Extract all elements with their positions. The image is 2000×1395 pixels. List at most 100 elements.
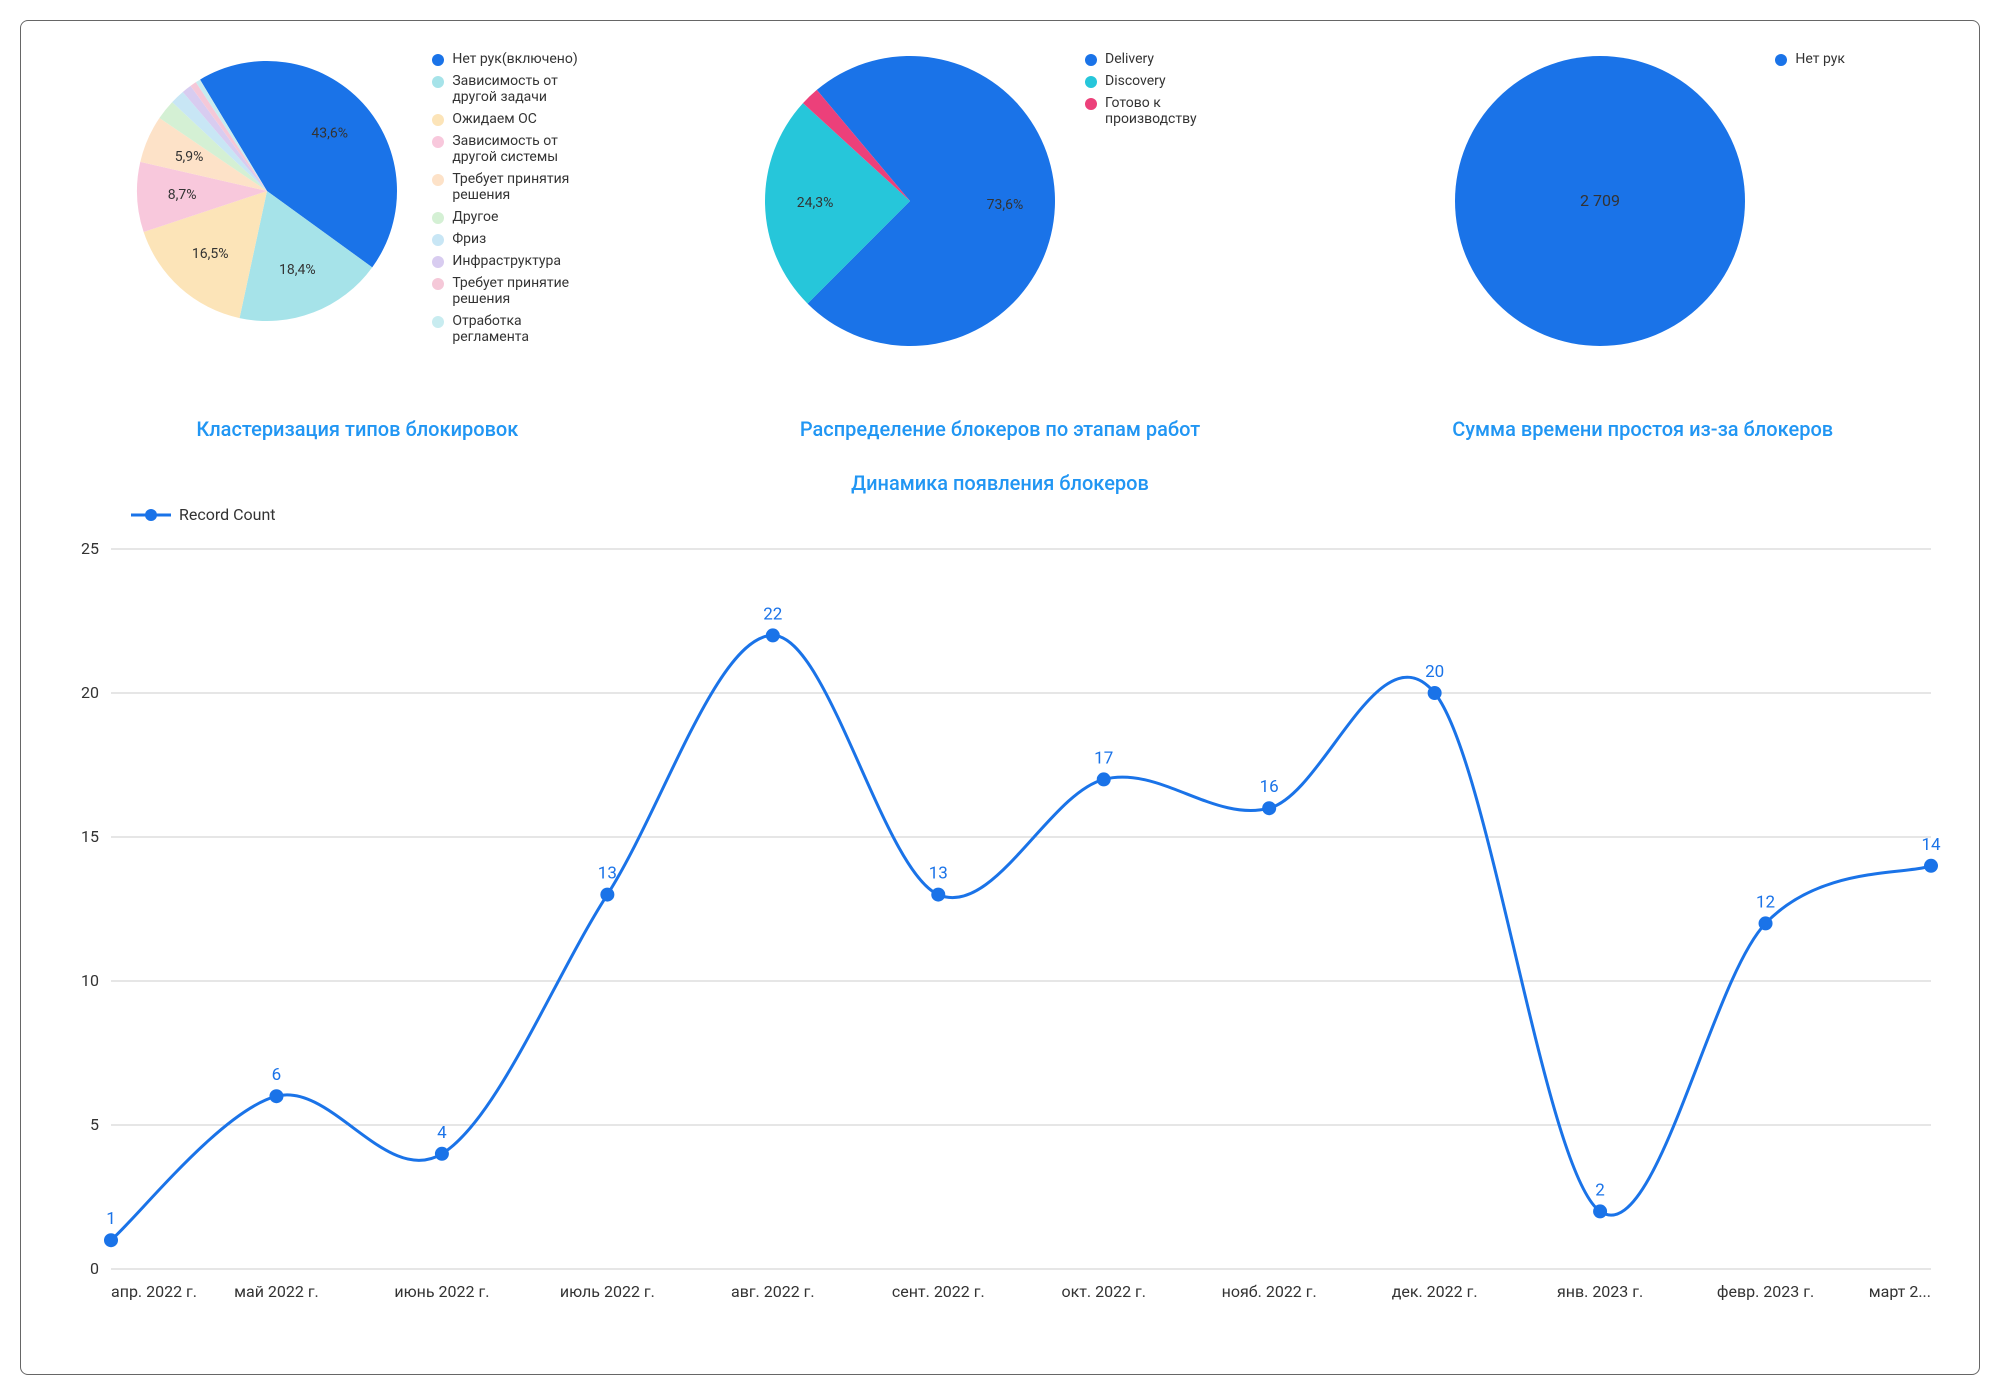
data-point-label: 6 (272, 1065, 282, 1085)
legend-item: Требует принятие решения (432, 275, 597, 307)
pie2-container: 73,6% 24,3% Delivery Discovery Готово к про… (750, 41, 1250, 407)
legend-item: Фриз (432, 231, 597, 247)
legend-label: Нет рук(включено) (452, 51, 577, 67)
legend-item: Зависимость от другой системы (432, 133, 597, 165)
pie2-title: Распределение блокеров по этапам работ (800, 417, 1200, 441)
x-axis-label: окт. 2022 г. (1061, 1282, 1146, 1301)
legend-dot-icon (432, 174, 444, 186)
y-axis-label: 15 (81, 827, 99, 846)
pie-chart-3: 2 709 (1440, 41, 1760, 361)
data-point-label: 4 (437, 1123, 447, 1143)
data-point-label: 22 (763, 604, 782, 624)
data-point-label: 14 (1921, 835, 1941, 855)
legend-label: Другое (452, 209, 498, 225)
data-point-label: 17 (1094, 748, 1113, 768)
line-legend-label: Record Count (179, 505, 276, 524)
legend-dot-icon (432, 212, 444, 224)
legend-label: Требует принятие решения (452, 275, 597, 307)
legend-dot-icon (1085, 98, 1097, 110)
legend-label: Ожидаем ОС (452, 111, 537, 127)
data-point (931, 888, 945, 902)
x-axis-label: март 2... (1869, 1282, 1931, 1301)
pie-slice-label: 43,6% (312, 125, 349, 141)
x-axis-label: дек. 2022 г. (1392, 1282, 1478, 1301)
x-axis-label: июль 2022 г. (560, 1282, 655, 1301)
top-charts-row: 43,6% 18,4% 16,5% 8,7% 5,9% Нет рук(включено… (51, 41, 1949, 441)
legend-item: Готово к производству (1085, 95, 1250, 127)
x-axis-label: май 2022 г. (234, 1282, 319, 1301)
legend-dot-icon (432, 76, 444, 88)
legend-item: Discovery (1085, 73, 1250, 89)
legend-label: Discovery (1105, 73, 1166, 89)
legend-label: Delivery (1105, 51, 1154, 67)
pie-chart-1-panel: 43,6% 18,4% 16,5% 8,7% 5,9% Нет рук(включено… (51, 41, 664, 441)
data-point (1924, 859, 1938, 873)
legend-dot-icon (432, 136, 444, 148)
line-chart-section: Динамика появления блокеров Record Count… (51, 471, 1949, 1323)
pie-slice-label: 24,3% (797, 195, 834, 211)
line-chart-title: Динамика появления блокеров (51, 471, 1949, 495)
pie-chart-2-panel: 73,6% 24,3% Delivery Discovery Готово к про… (694, 41, 1307, 441)
x-axis-label: февр. 2023 г. (1717, 1282, 1814, 1301)
legend-label: Инфраструктура (452, 253, 561, 269)
data-point (1097, 772, 1111, 786)
pie-chart-1: 43,6% 18,4% 16,5% 8,7% 5,9% (117, 41, 417, 341)
line-chart: 0 5 10 15 20 25 апр. 2022 г. май 2022 г. июнь 20… (51, 529, 1951, 1319)
y-axis-label: 20 (81, 683, 99, 702)
data-point (1428, 686, 1442, 700)
data-point-label: 12 (1756, 892, 1775, 912)
data-point (600, 888, 614, 902)
legend-dot-icon (432, 114, 444, 126)
pie-slice-label: 5,9% (175, 149, 204, 165)
pie-slice-label: 73,6% (987, 197, 1024, 213)
data-point-label: 13 (929, 864, 948, 884)
x-axis-label: янв. 2023 г. (1557, 1282, 1643, 1301)
data-point (1262, 801, 1276, 815)
data-point (269, 1089, 283, 1103)
pie1-title: Кластеризация типов блокировок (196, 417, 518, 441)
legend-dot-icon (1085, 76, 1097, 88)
y-axis-label: 10 (81, 971, 99, 990)
legend-dot-icon (432, 54, 444, 66)
x-axis-label: апр. 2022 г. (111, 1282, 197, 1301)
x-axis-label: авг. 2022 г. (731, 1282, 815, 1301)
legend-item: Другое (432, 209, 597, 225)
pie3-container: 2 709 Нет рук (1440, 41, 1845, 407)
pie-slice-label: 16,5% (192, 246, 229, 262)
pie3-legend: Нет рук (1775, 41, 1845, 67)
legend-dot-icon (432, 316, 444, 328)
y-axis-label: 25 (81, 539, 99, 558)
legend-dot-icon (432, 234, 444, 246)
data-point-label: 13 (598, 864, 617, 884)
legend-item: Delivery (1085, 51, 1250, 67)
x-axis-label: июнь 2022 г. (394, 1282, 489, 1301)
data-point (435, 1147, 449, 1161)
pie-chart-3-panel: 2 709 Нет рук Сумма времени простоя из-з… (1336, 41, 1949, 441)
legend-item: Нет рук(включено) (432, 51, 597, 67)
pie-slice-label: 18,4% (279, 262, 316, 278)
legend-item: Отработка регламента (432, 313, 597, 345)
data-point (1759, 916, 1773, 930)
legend-dot-icon (1775, 54, 1787, 66)
legend-label: Нет рук (1795, 51, 1845, 67)
data-point-label: 20 (1425, 662, 1444, 682)
line-legend-marker-icon (131, 508, 171, 522)
pie-slice-label: 8,7% (168, 187, 197, 203)
x-axis-label: сент. 2022 г. (892, 1282, 985, 1301)
y-axis-label: 5 (90, 1115, 99, 1134)
pie1-legend: Нет рук(включено)Зависимость от другой з… (432, 41, 597, 345)
data-point (766, 628, 780, 642)
data-point (1593, 1204, 1607, 1218)
pie-center-label: 2 709 (1580, 191, 1620, 210)
line-chart-legend: Record Count (131, 505, 1949, 524)
legend-dot-icon (432, 278, 444, 290)
pie2-legend: Delivery Discovery Готово к производству (1085, 41, 1250, 127)
x-axis-label: нояб. 2022 г. (1222, 1282, 1317, 1301)
legend-item: Инфраструктура (432, 253, 597, 269)
data-point (104, 1233, 118, 1247)
y-axis-label: 0 (90, 1259, 99, 1278)
legend-label: Зависимость от другой системы (452, 133, 597, 165)
legend-item: Нет рук (1775, 51, 1845, 67)
data-line (111, 635, 1931, 1240)
legend-item: Требует принятия решения (432, 171, 597, 203)
